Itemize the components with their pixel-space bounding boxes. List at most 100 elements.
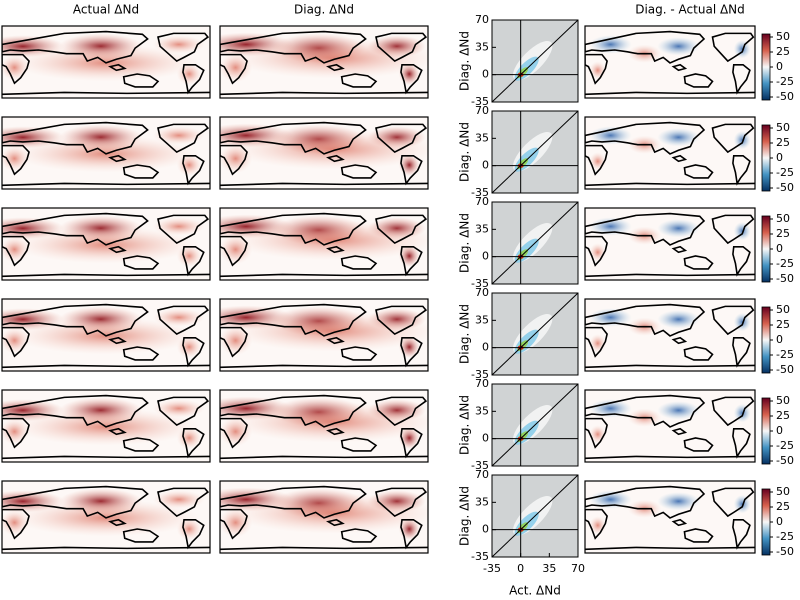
- colorbar-tick-label: -25: [776, 75, 794, 88]
- coastline: [684, 256, 712, 269]
- coastline: [2, 146, 29, 175]
- coastline: [585, 55, 607, 84]
- colorbar-tick-label: -25: [776, 166, 794, 179]
- coastline: [2, 305, 148, 336]
- colorbar-tick-label: -25: [776, 257, 794, 270]
- coastline: [158, 33, 208, 61]
- colorbar-tick-label: 25: [776, 136, 790, 149]
- y-tick-label: 0: [482, 68, 489, 81]
- colorbar-tick-label: 50: [776, 212, 790, 225]
- coastline: [183, 65, 204, 93]
- coastline: [220, 305, 366, 336]
- coastline: [673, 156, 685, 162]
- map-frame: [584, 389, 756, 463]
- map-frame: [1, 207, 211, 281]
- coastline: [158, 124, 208, 152]
- coastline: [220, 456, 428, 458]
- one-to-one-line: [491, 110, 579, 194]
- plot-frame: [491, 201, 579, 285]
- coastline: [401, 429, 422, 457]
- coastline: [220, 55, 247, 84]
- y-tick-label: 70: [475, 377, 489, 390]
- coastline: [733, 429, 750, 457]
- map-shading: [589, 399, 632, 418]
- map: [2, 26, 210, 98]
- coastline: [158, 488, 208, 516]
- map-shading: [589, 217, 632, 236]
- coastline: [713, 33, 754, 61]
- coastline: [585, 214, 704, 245]
- y-tick-label: -35: [471, 277, 489, 290]
- colorbar-tick-label: 50: [776, 394, 790, 407]
- map-shading: [230, 311, 428, 352]
- map-shading: [657, 37, 700, 56]
- coastline: [2, 456, 210, 458]
- colorbar-tick-label: -50: [776, 454, 794, 467]
- coastline: [673, 65, 685, 71]
- map-frame: [219, 480, 429, 554]
- map: [220, 390, 428, 462]
- coastline: [220, 32, 366, 63]
- colorbar-tick-label: -25: [776, 439, 794, 452]
- coastline: [220, 547, 428, 549]
- coastline: [376, 124, 426, 152]
- coastline: [328, 65, 343, 71]
- colorbar-tick-label: -50: [776, 272, 794, 285]
- colorbar-tick-label: 0: [776, 242, 783, 255]
- coastline: [585, 328, 607, 357]
- coastline: [2, 92, 210, 94]
- coastline: [220, 274, 428, 276]
- coastline: [110, 429, 125, 435]
- y-tick-label: -35: [471, 186, 489, 199]
- colorbar: [761, 306, 771, 374]
- coastline: [124, 347, 158, 360]
- y-tick-label: 70: [475, 104, 489, 117]
- coastline: [110, 65, 125, 71]
- map-shading: [657, 492, 700, 511]
- coastline: [220, 146, 247, 175]
- coastline: [220, 487, 366, 518]
- coastline: [713, 215, 754, 243]
- x-tick-label: 0: [517, 562, 524, 575]
- coastline: [2, 328, 29, 357]
- colorbar-tick-label: 25: [776, 409, 790, 422]
- x-axis-label: Act. ΔNd: [509, 584, 561, 598]
- coastline: [673, 247, 685, 253]
- coastline: [2, 510, 29, 539]
- coastline: [328, 156, 343, 162]
- y-tick-label: 35: [475, 495, 489, 508]
- coastline: [585, 32, 704, 63]
- coastline: [585, 123, 704, 154]
- map: [585, 299, 755, 371]
- coastline: [183, 247, 204, 275]
- coastline: [328, 429, 343, 435]
- coastline: [183, 520, 204, 548]
- colorbar-tick-label: 50: [776, 485, 790, 498]
- y-tick-label: 0: [482, 432, 489, 445]
- y-tick-label: 70: [475, 468, 489, 481]
- coastline: [684, 74, 712, 87]
- one-to-one-line: [491, 383, 579, 467]
- coastline: [158, 397, 208, 425]
- colorbar-tick-label: -50: [776, 545, 794, 558]
- map: [2, 481, 210, 553]
- coastline: [2, 365, 210, 367]
- coastline: [110, 338, 125, 344]
- map-shading: [657, 310, 700, 329]
- map: [585, 208, 755, 280]
- map: [220, 208, 428, 280]
- coastline: [342, 74, 376, 87]
- coastline: [2, 419, 29, 448]
- map: [2, 117, 210, 189]
- coastline: [220, 214, 366, 245]
- y-tick-label: 35: [475, 131, 489, 144]
- coastline: [401, 156, 422, 184]
- coastline: [220, 365, 428, 367]
- map-frame: [219, 298, 429, 372]
- coastline: [342, 347, 376, 360]
- y-tick-label: 35: [475, 222, 489, 235]
- coastline: [733, 156, 750, 184]
- coastline: [673, 429, 685, 435]
- coastline: [684, 529, 712, 542]
- coastline: [220, 328, 247, 357]
